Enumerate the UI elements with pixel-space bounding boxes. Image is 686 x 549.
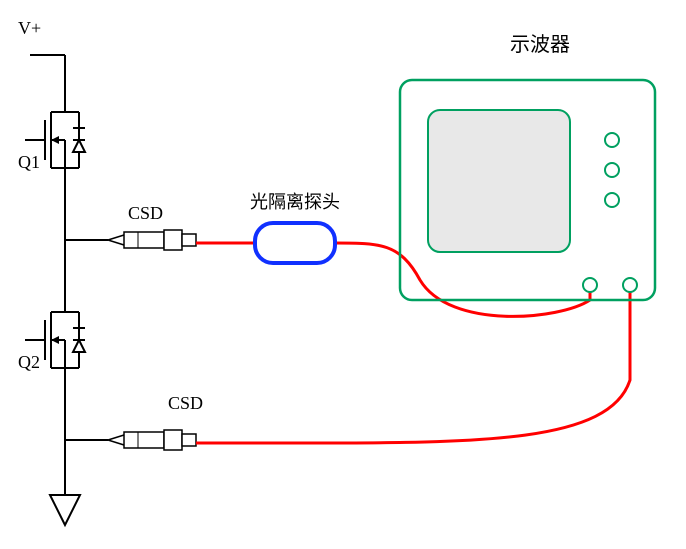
csd-probe-1 [108,230,196,250]
label-probe-title: 光隔离探头 [250,188,340,214]
csd-probe-2 [108,430,196,450]
scope-knob-2 [605,163,619,177]
ground-symbol [50,490,80,525]
oscilloscope-screen [428,110,570,252]
scope-bnc-2 [623,278,637,292]
label-csd1: CSD [128,203,163,224]
scope-bnc-1 [583,278,597,292]
label-q2: Q2 [18,352,40,373]
oscilloscope [400,80,655,300]
scope-knob-3 [605,193,619,207]
red-cable-2 [196,292,630,443]
scope-knob-1 [605,133,619,147]
label-scope-title: 示波器 [510,28,570,57]
optical-isolation-probe [255,223,335,263]
label-q1: Q1 [18,152,40,173]
circuit-diagram [0,0,686,549]
label-vplus: V+ [18,18,41,39]
label-csd2: CSD [168,393,203,414]
